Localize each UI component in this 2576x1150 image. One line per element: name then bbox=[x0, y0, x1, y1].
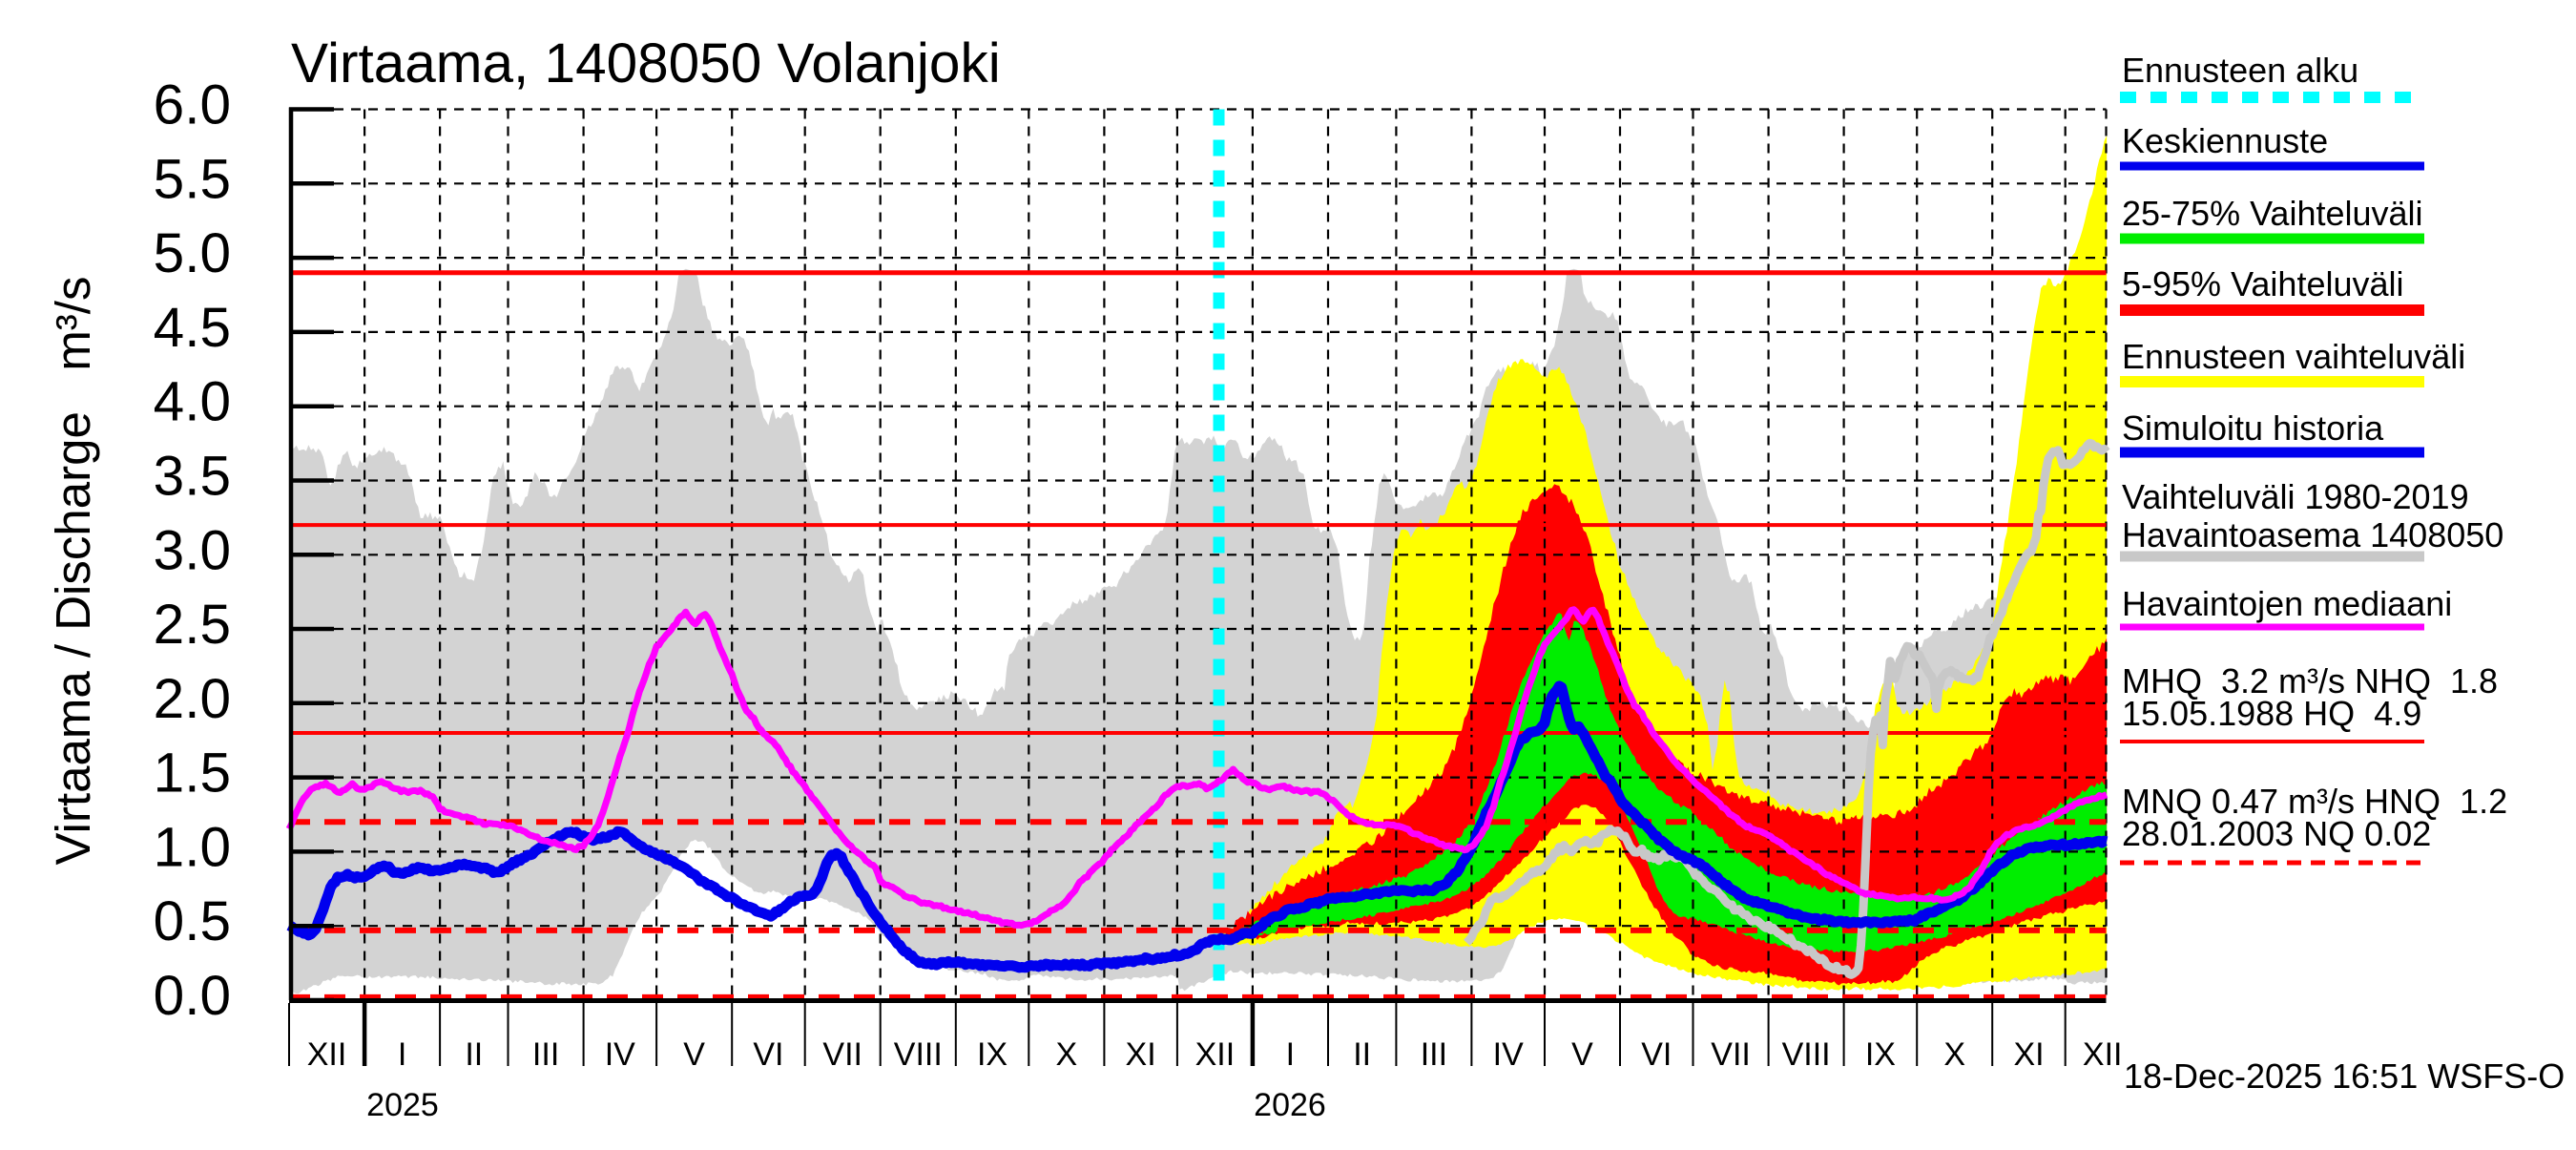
svg-text:V: V bbox=[1571, 1036, 1593, 1073]
svg-text:MHQ 3.2 m³/s NHQ 1.8: MHQ 3.2 m³/s NHQ 1.8 bbox=[2122, 661, 2498, 700]
svg-text:XII: XII bbox=[1195, 1036, 1236, 1073]
svg-text:28.01.2003 NQ 0.02: 28.01.2003 NQ 0.02 bbox=[2122, 814, 2431, 853]
svg-text:0.0: 0.0 bbox=[154, 965, 231, 1027]
svg-text:XI: XI bbox=[2013, 1036, 2044, 1073]
svg-text:4.5: 4.5 bbox=[154, 297, 231, 359]
svg-text:XII: XII bbox=[2083, 1036, 2123, 1073]
svg-text:5.0: 5.0 bbox=[154, 222, 231, 284]
svg-text:3.5: 3.5 bbox=[154, 446, 231, 508]
svg-text:I: I bbox=[1286, 1036, 1295, 1073]
svg-text:XII: XII bbox=[307, 1036, 347, 1073]
svg-text:Virtaama / Discharge m³/s: Virtaama / Discharge m³/s bbox=[46, 277, 100, 866]
svg-text:1.0: 1.0 bbox=[154, 816, 231, 878]
svg-text:IV: IV bbox=[605, 1036, 635, 1073]
svg-text:2025: 2025 bbox=[366, 1087, 439, 1123]
svg-text:Havaintoasema 1408050: Havaintoasema 1408050 bbox=[2122, 515, 2503, 554]
svg-text:Ennusteen alku: Ennusteen alku bbox=[2122, 51, 2358, 90]
svg-text:III: III bbox=[1421, 1036, 1447, 1073]
svg-text:VII: VII bbox=[822, 1036, 862, 1073]
svg-text:V: V bbox=[683, 1036, 705, 1073]
svg-text:4.0: 4.0 bbox=[154, 371, 231, 433]
svg-text:II: II bbox=[1353, 1036, 1371, 1073]
svg-text:IV: IV bbox=[1493, 1036, 1524, 1073]
svg-text:VIII: VIII bbox=[894, 1036, 943, 1073]
svg-text:3.0: 3.0 bbox=[154, 519, 231, 581]
svg-text:Ennusteen vaihteluväli: Ennusteen vaihteluväli bbox=[2122, 337, 2465, 376]
svg-text:Virtaama, 1408050 Volanjoki: Virtaama, 1408050 Volanjoki bbox=[291, 32, 1001, 94]
svg-text:VI: VI bbox=[1641, 1036, 1672, 1073]
svg-text:6.0: 6.0 bbox=[154, 74, 231, 136]
svg-text:IX: IX bbox=[1865, 1036, 1896, 1073]
svg-text:VI: VI bbox=[753, 1036, 783, 1073]
svg-text:5-95% Vaihteluväli: 5-95% Vaihteluväli bbox=[2122, 264, 2404, 303]
svg-text:III: III bbox=[532, 1036, 559, 1073]
svg-text:2.5: 2.5 bbox=[154, 594, 231, 656]
svg-text:I: I bbox=[398, 1036, 406, 1073]
svg-text:MNQ 0.47 m³/s HNQ 1.2: MNQ 0.47 m³/s HNQ 1.2 bbox=[2122, 782, 2507, 821]
svg-text:X: X bbox=[1055, 1036, 1077, 1073]
svg-text:VII: VII bbox=[1711, 1036, 1751, 1073]
svg-text:1.5: 1.5 bbox=[154, 742, 231, 805]
svg-text:VIII: VIII bbox=[1782, 1036, 1831, 1073]
svg-text:Simuloitu historia: Simuloitu historia bbox=[2122, 408, 2384, 448]
svg-text:5.5: 5.5 bbox=[154, 148, 231, 210]
svg-text:Havaintojen mediaani: Havaintojen mediaani bbox=[2122, 584, 2452, 623]
svg-text:0.5: 0.5 bbox=[154, 890, 231, 952]
svg-text:X: X bbox=[1943, 1036, 1965, 1073]
svg-text:18-Dec-2025 16:51 WSFS-O: 18-Dec-2025 16:51 WSFS-O bbox=[2124, 1056, 2565, 1096]
svg-text:2026: 2026 bbox=[1254, 1087, 1326, 1123]
svg-text:Keskiennuste: Keskiennuste bbox=[2122, 121, 2328, 160]
svg-text:II: II bbox=[465, 1036, 483, 1073]
svg-text:25-75% Vaihteluväli: 25-75% Vaihteluväli bbox=[2122, 194, 2423, 233]
svg-text:15.05.1988 HQ 4.9: 15.05.1988 HQ 4.9 bbox=[2122, 694, 2421, 733]
svg-text:XI: XI bbox=[1126, 1036, 1156, 1073]
svg-text:IX: IX bbox=[977, 1036, 1008, 1073]
svg-text:Vaihteluväli 1980-2019: Vaihteluväli 1980-2019 bbox=[2122, 477, 2469, 516]
svg-text:2.0: 2.0 bbox=[154, 668, 231, 730]
